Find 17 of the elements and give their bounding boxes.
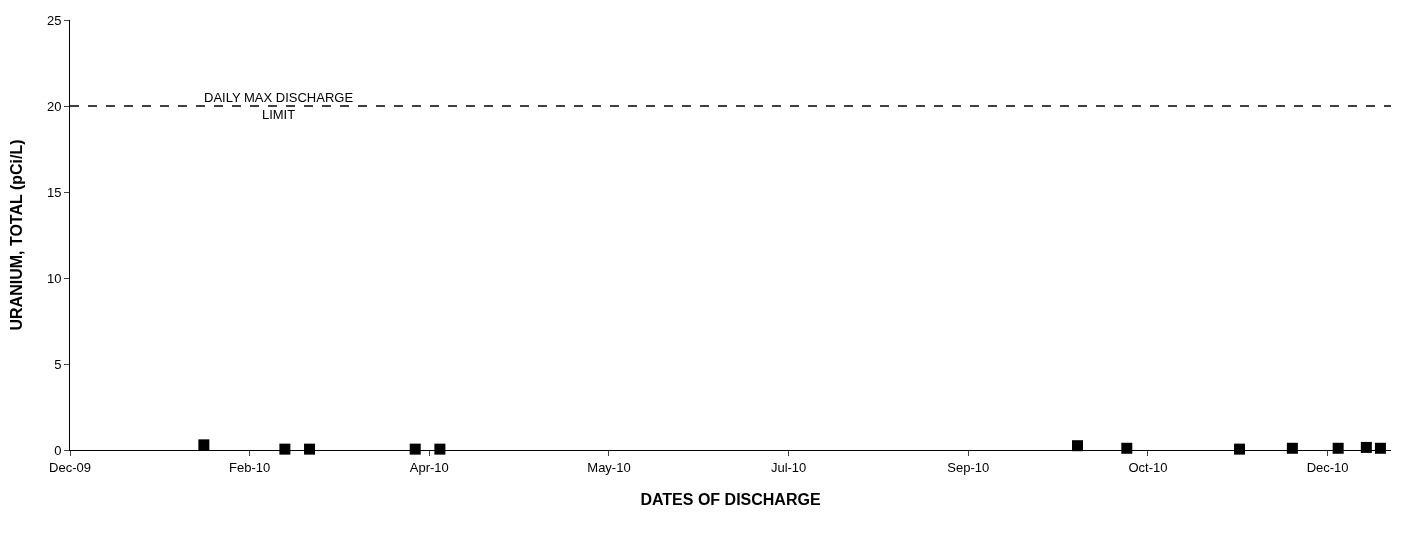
y-tick-label: 10: [46, 270, 62, 286]
x-tick-label: Apr-10: [409, 459, 449, 475]
y-tick-label: 0: [54, 442, 62, 458]
x-tick-label: Dec-10: [1306, 459, 1349, 475]
y-tick-label: 20: [46, 98, 62, 114]
ref-line-label: DAILY MAX DISCHARGE LIMIT: [204, 90, 354, 122]
x-tick-label: Jul-10: [770, 459, 807, 475]
x-tick-label: Feb-10: [229, 459, 271, 475]
y-axis-title: URANIUM, TOTAL (pCi/L): [7, 139, 25, 331]
y-tick-label: 5: [54, 356, 62, 372]
x-tick-label: May-10: [587, 459, 631, 475]
y-tick-label: 15: [46, 184, 62, 200]
y-tick-label: 25: [46, 12, 62, 28]
x-tick-label: Oct-10: [1128, 459, 1168, 475]
x-axis-title: DATES OF DISCHARGE: [640, 491, 821, 509]
x-tick-label: Sep-10: [947, 459, 990, 475]
x-tick-label: Dec-09: [49, 459, 91, 475]
